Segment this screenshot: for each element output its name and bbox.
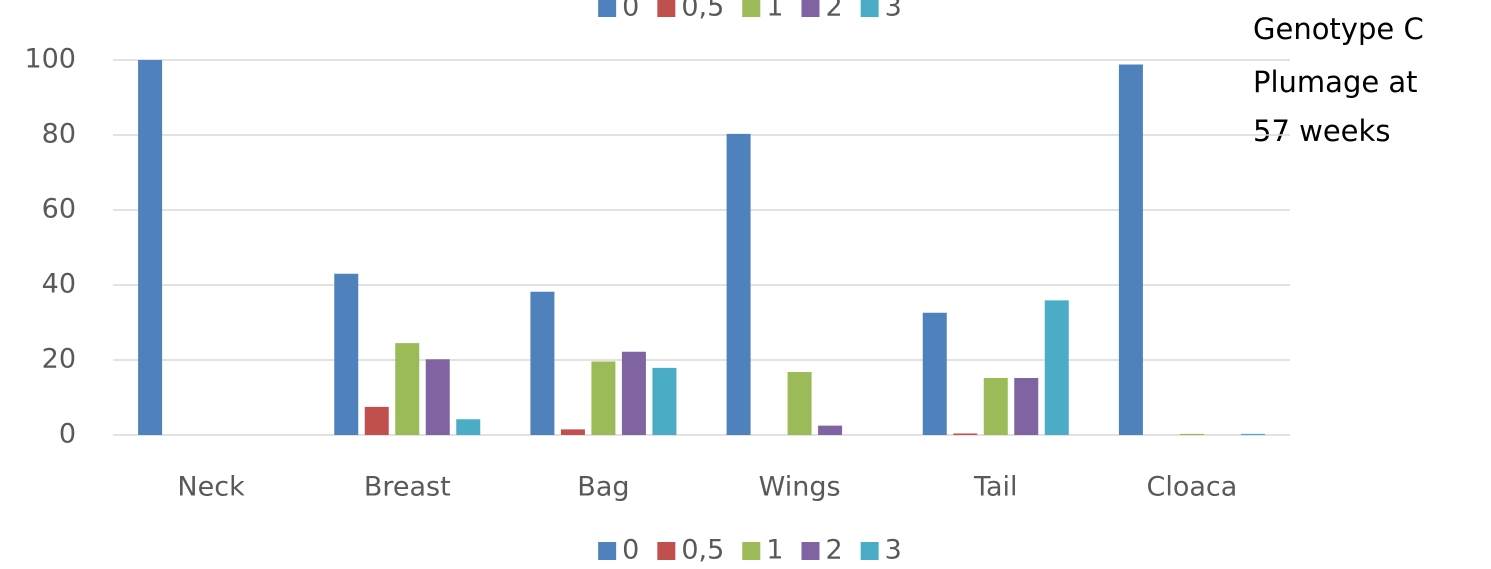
legend-swatch bbox=[860, 542, 879, 560]
legend-swatch bbox=[657, 0, 676, 17]
bar bbox=[652, 367, 677, 435]
legend-label: 2 bbox=[825, 0, 842, 23]
bar bbox=[922, 312, 947, 435]
bar bbox=[1179, 433, 1204, 435]
bar bbox=[621, 351, 646, 435]
bar bbox=[953, 433, 978, 435]
bar bbox=[334, 273, 359, 435]
legend-swatch bbox=[657, 542, 676, 560]
bar bbox=[1240, 433, 1265, 435]
x-tick-label: Breast bbox=[364, 472, 451, 503]
bar bbox=[395, 343, 420, 435]
bar bbox=[560, 429, 585, 435]
bar bbox=[364, 406, 389, 435]
x-tick-label: Wings bbox=[759, 472, 841, 503]
bar bbox=[983, 378, 1008, 435]
legend-label: 1 bbox=[766, 535, 783, 566]
y-tick-label: 100 bbox=[24, 44, 76, 75]
bar bbox=[1118, 64, 1143, 435]
y-tick-label: 0 bbox=[59, 419, 76, 450]
legend-label: 0,5 bbox=[681, 535, 724, 566]
x-tick-label: Neck bbox=[177, 472, 245, 503]
legend-swatch bbox=[742, 542, 761, 560]
legend-label: 3 bbox=[885, 535, 902, 566]
legend-swatch bbox=[598, 542, 617, 560]
y-tick-label: 80 bbox=[42, 119, 76, 150]
bar bbox=[726, 133, 751, 435]
legend-label: 0 bbox=[622, 535, 639, 566]
bar bbox=[818, 425, 843, 435]
bar bbox=[456, 419, 481, 435]
bar bbox=[530, 291, 555, 435]
legend-label: 0,5 bbox=[681, 0, 724, 23]
legend-label: 1 bbox=[766, 0, 783, 23]
y-tick-label: 20 bbox=[42, 344, 76, 375]
chart-title: Genotype C bbox=[1253, 12, 1424, 46]
legend-label: 3 bbox=[885, 0, 902, 23]
chart-title: 57 weeks bbox=[1253, 114, 1390, 148]
legend-swatch bbox=[801, 0, 820, 17]
legend-label: 2 bbox=[825, 535, 842, 566]
x-tick-label: Bag bbox=[577, 472, 629, 503]
y-tick-label: 60 bbox=[42, 194, 76, 225]
bar bbox=[1044, 300, 1069, 435]
legend-label: 0 bbox=[622, 0, 639, 23]
legend-swatch bbox=[801, 542, 820, 560]
legend-swatch bbox=[742, 0, 761, 17]
y-tick-label: 40 bbox=[42, 269, 76, 300]
bar bbox=[1014, 378, 1039, 435]
x-tick-label: Cloaca bbox=[1147, 472, 1238, 503]
bar bbox=[787, 372, 812, 435]
chart-title: Plumage at bbox=[1253, 65, 1418, 99]
x-tick-label: Tail bbox=[973, 472, 1018, 503]
bar bbox=[138, 60, 163, 435]
bar bbox=[591, 361, 616, 435]
legend-swatch bbox=[598, 0, 617, 17]
bar bbox=[425, 359, 450, 435]
legend-swatch bbox=[860, 0, 879, 17]
